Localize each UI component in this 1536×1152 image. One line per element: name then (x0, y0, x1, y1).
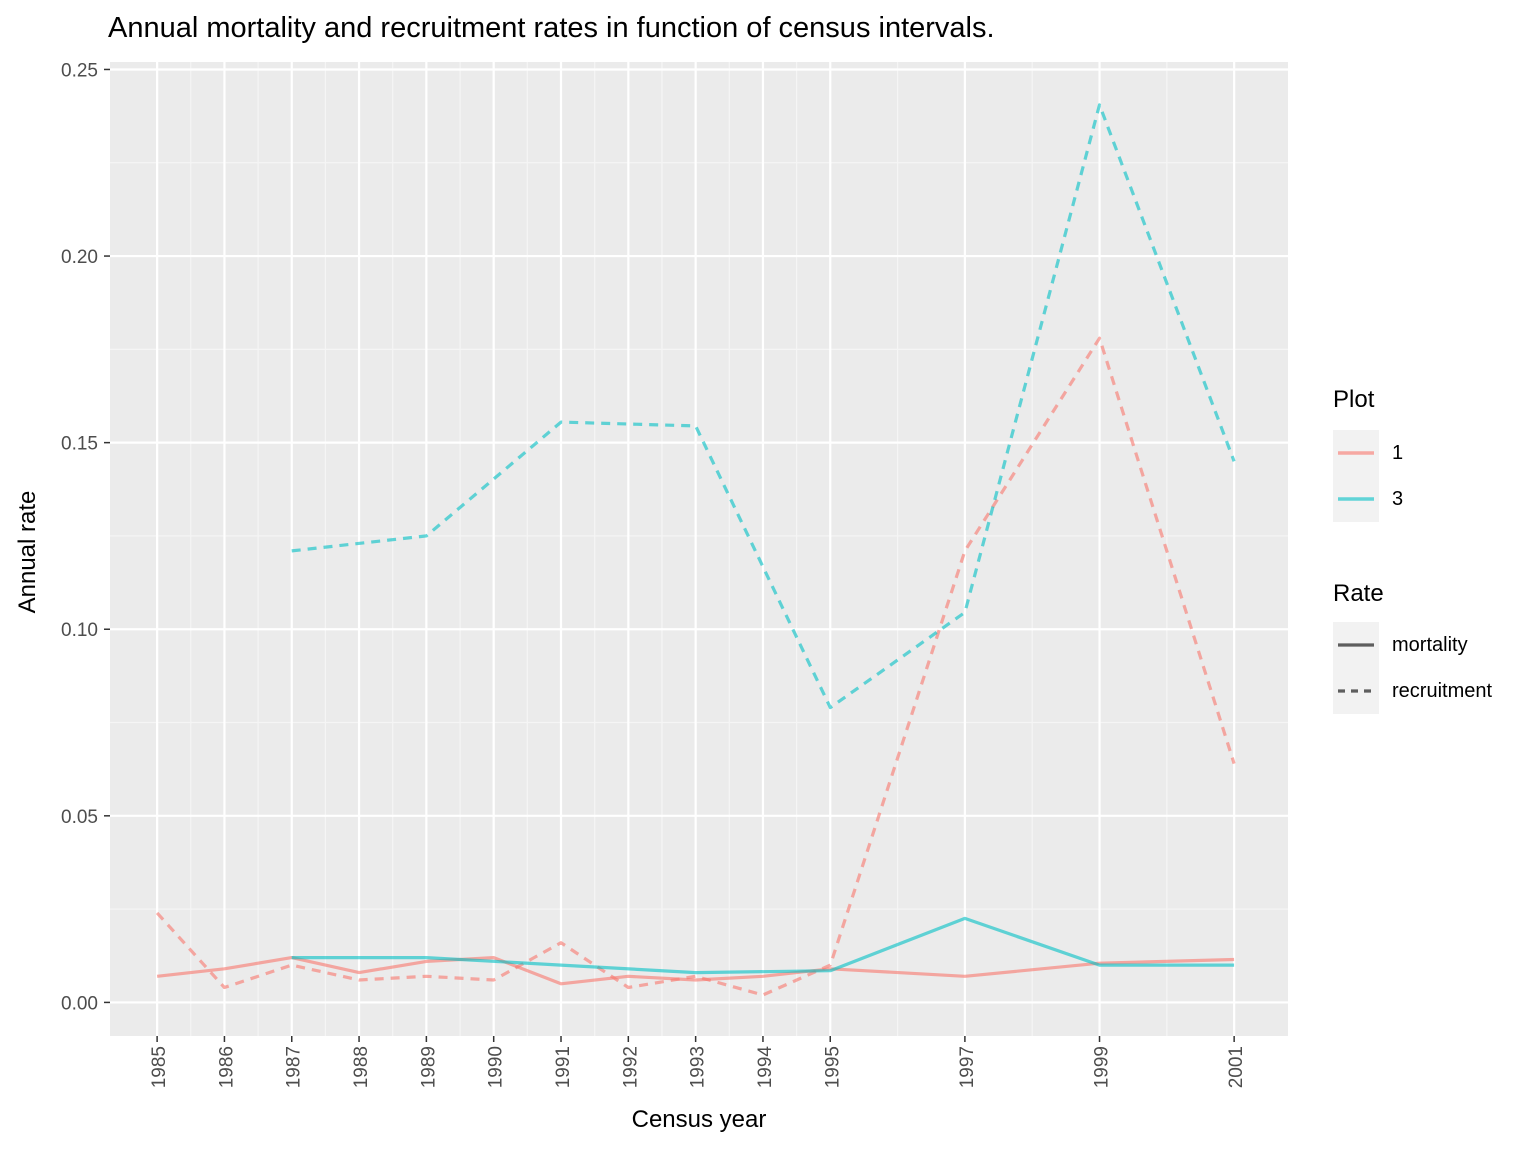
x-tick-label: 1994 (755, 1046, 776, 1089)
y-axis-label: Annual rate (14, 490, 41, 614)
series-lines (155, 103, 1236, 997)
legend-label-recruitment: recruitment (1392, 680, 1493, 702)
x-tick-label: 1997 (957, 1046, 978, 1088)
legend-label-mortality: mortality (1392, 634, 1468, 656)
x-tick-label: 1991 (553, 1046, 574, 1088)
legend-title-rate: Rate (1333, 580, 1384, 607)
x-tick-label: 1986 (216, 1046, 237, 1088)
y-tick-label: 0.15 (61, 434, 98, 455)
chart-title: Annual mortality and recruitment rates i… (108, 12, 995, 44)
x-tick-label: 1988 (351, 1046, 372, 1088)
legend-label-plot-3: 3 (1392, 488, 1404, 510)
x-tick-label: 2001 (1226, 1046, 1247, 1088)
x-tick-label: 1990 (486, 1046, 507, 1088)
axis-ticks: 1985 1986 1987 1988 1989 1990 1991 1992 1993 1994… (61, 60, 1247, 1088)
series-line-plot1-mortality (156, 955, 1235, 986)
series-line-plot1-recruitment (155, 336, 1236, 997)
y-tick-label: 0.00 (61, 993, 98, 1014)
legend-label-plot-1: 1 (1392, 442, 1404, 464)
series-line-plot3-mortality (291, 916, 1235, 975)
y-tick-label: 0.25 (61, 60, 98, 81)
y-tick-label: 0.20 (61, 247, 98, 268)
legend-keys (1333, 430, 1379, 714)
y-tick-label: 0.10 (61, 620, 98, 641)
x-tick-label: 1987 (284, 1046, 305, 1088)
x-tick-label: 1999 (1092, 1046, 1113, 1088)
x-axis-label: Census year (631, 1106, 767, 1133)
plot-panel (110, 62, 1288, 1036)
x-tick-label: 1989 (418, 1046, 439, 1088)
x-tick-label: 1985 (149, 1046, 170, 1088)
legend-title-plot: Plot (1333, 386, 1375, 413)
x-tick-label: 1995 (822, 1046, 843, 1088)
x-tick-label: 1993 (688, 1046, 709, 1088)
series-line-plot3-recruitment (291, 103, 1236, 710)
x-tick-label: 1992 (620, 1046, 641, 1088)
major-gridlines (110, 62, 1288, 1036)
y-tick-label: 0.05 (61, 807, 98, 828)
